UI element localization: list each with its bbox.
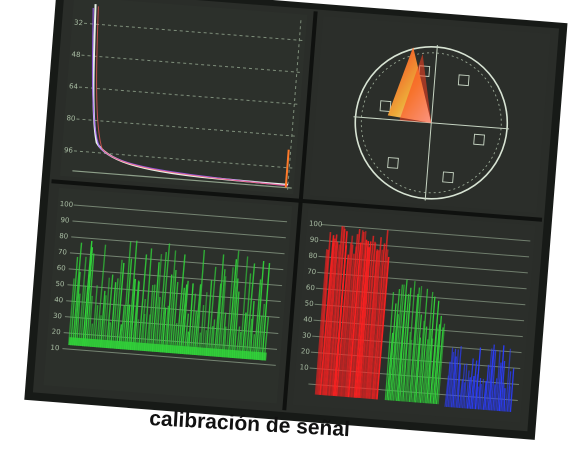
luma-tick-label: 30 xyxy=(53,312,63,321)
luma-tick-label: 80 xyxy=(59,232,69,241)
parade-red-trace xyxy=(314,226,390,400)
parade-tick-label: 30 xyxy=(302,331,312,340)
histogram-tick-label: 32 xyxy=(74,18,84,27)
parade-tick-label: 10 xyxy=(299,363,309,372)
parade-tick-label: 70 xyxy=(307,268,317,277)
luma-tick-label: 50 xyxy=(55,280,65,289)
luma-waveform-trace xyxy=(68,240,271,361)
luma-tick-label: 70 xyxy=(58,248,68,257)
luma-tick-label: 100 xyxy=(59,200,73,209)
parade-blue-trace xyxy=(444,344,515,412)
luma-tick-label: 40 xyxy=(54,296,64,305)
parade-tick-label: 40 xyxy=(303,315,313,324)
parade-tick-label: 90 xyxy=(309,236,319,245)
luma-tick-label: 20 xyxy=(51,328,61,337)
luma-waveform-panel: 100 90 80 70 60 50 40 30 20 10 xyxy=(43,187,293,404)
parade-tick-label: 60 xyxy=(306,284,316,293)
horizontal-divider xyxy=(51,179,543,222)
vectorscope-panel xyxy=(309,16,551,214)
histogram-tick-label: 48 xyxy=(71,50,81,59)
parade-tick-label: 50 xyxy=(304,299,314,308)
luma-tick-label: 10 xyxy=(50,344,60,353)
parade-tick-label: 80 xyxy=(308,252,318,261)
histogram-tick-label: 80 xyxy=(66,114,76,123)
parade-tick-label: 20 xyxy=(301,347,311,356)
rgb-parade-panel: 100 90 80 70 60 50 40 30 20 10 xyxy=(292,207,536,423)
parade-green-trace xyxy=(384,279,446,405)
parade-tick-label: 100 xyxy=(309,220,323,229)
histogram-tick-label: 96 xyxy=(64,146,74,155)
vertical-divider xyxy=(282,11,318,411)
luma-tick-label: 60 xyxy=(56,264,66,273)
histogram-panel: 32 48 64 80 96 xyxy=(59,0,308,195)
luma-tick-label: 90 xyxy=(60,216,70,225)
histogram-tick-label: 64 xyxy=(69,82,79,91)
